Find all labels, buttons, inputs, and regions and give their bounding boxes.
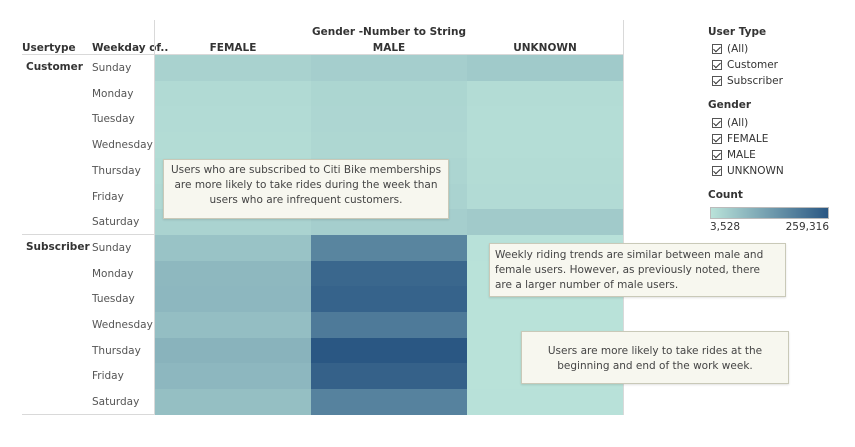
heatmap-cell[interactable] bbox=[467, 55, 623, 82]
weekday-label: Wednesday bbox=[92, 319, 153, 331]
weekday-label: Thursday bbox=[92, 344, 141, 357]
gender-filter-female[interactable]: FEMALE bbox=[712, 133, 768, 145]
gender-filter-male[interactable]: MALE bbox=[712, 149, 756, 161]
heatmap-cell[interactable] bbox=[311, 234, 467, 262]
weekday-label: Sunday bbox=[92, 241, 132, 254]
heatmap-cell[interactable] bbox=[467, 209, 623, 236]
gender-filter-all[interactable]: (All) bbox=[712, 117, 748, 129]
usertype-label-subscriber: Subscriber bbox=[26, 240, 90, 253]
usertype-header: Usertype bbox=[22, 42, 76, 54]
usertype-label-customer: Customer bbox=[26, 61, 83, 73]
heatmap-cell[interactable] bbox=[311, 337, 467, 364]
heatmap-cell[interactable] bbox=[311, 363, 467, 390]
heatmap-cell[interactable] bbox=[311, 312, 467, 339]
weekday-label: Wednesday bbox=[92, 139, 153, 152]
annotation-subscriber-weekday[interactable]: Users who are subscribed to Citi Bike me… bbox=[163, 159, 449, 219]
heatmap-cell[interactable] bbox=[155, 260, 311, 287]
heatmap-cell[interactable] bbox=[311, 80, 467, 107]
column-header-unknown: UNKNOWN bbox=[513, 42, 577, 54]
weekday-label: Monday bbox=[92, 87, 134, 100]
filter-label: UNKNOWN bbox=[727, 165, 784, 177]
weekday-label: Saturday bbox=[92, 396, 140, 409]
heatmap-cell[interactable] bbox=[155, 312, 311, 339]
column-header-female: FEMALE bbox=[209, 42, 257, 54]
count-min-label: 3,528 bbox=[710, 221, 741, 233]
heatmap-cell[interactable] bbox=[467, 106, 623, 133]
weekday-label: Tuesday bbox=[92, 113, 135, 126]
weekday-label: Friday bbox=[92, 190, 124, 203]
checkbox-checked-icon[interactable] bbox=[712, 44, 722, 54]
heatmap-cell[interactable] bbox=[155, 363, 311, 390]
heatmap-cell[interactable] bbox=[467, 132, 623, 159]
filter-label: (All) bbox=[727, 43, 749, 55]
checkbox-checked-icon[interactable] bbox=[712, 76, 722, 86]
heatmap-cell[interactable] bbox=[467, 389, 623, 416]
heatmap-cell[interactable] bbox=[155, 389, 311, 416]
checkbox-checked-icon[interactable] bbox=[712, 134, 722, 144]
annotation-gender-trends[interactable]: Weekly riding trends are similar between… bbox=[489, 243, 786, 297]
table-left-border bbox=[154, 20, 155, 415]
heatmap-cell[interactable] bbox=[467, 157, 623, 185]
heatmap-cell[interactable] bbox=[311, 389, 467, 416]
filter-label: Subscriber bbox=[727, 75, 783, 87]
weekday-label: Saturday bbox=[92, 216, 140, 229]
checkbox-checked-icon[interactable] bbox=[712, 60, 722, 70]
weekday-label: Thursday bbox=[92, 164, 141, 177]
heatmap-cell[interactable] bbox=[467, 80, 623, 107]
heatmap-cell[interactable] bbox=[155, 286, 311, 313]
heatmap-cell[interactable] bbox=[155, 132, 311, 159]
heatmap-cell[interactable] bbox=[155, 80, 311, 107]
count-color-ramp bbox=[710, 207, 829, 219]
heatmap-cell[interactable] bbox=[311, 260, 467, 287]
filter-label: FEMALE bbox=[727, 133, 769, 145]
weekday-label: Friday bbox=[92, 370, 124, 383]
weekday-label: Sunday bbox=[92, 62, 132, 74]
weekday-label: Tuesday bbox=[92, 293, 135, 306]
count-max-label: 259,316 bbox=[785, 221, 829, 233]
heatmap-cell[interactable] bbox=[311, 55, 467, 82]
checkbox-checked-icon[interactable] bbox=[712, 118, 722, 128]
usertype-filter-title: User Type bbox=[708, 26, 767, 38]
usertype-filter-customer[interactable]: Customer bbox=[712, 59, 778, 71]
heatmap-cell[interactable] bbox=[155, 55, 311, 82]
filter-label: (All) bbox=[727, 117, 749, 129]
heatmap-cell[interactable] bbox=[155, 106, 311, 133]
heatmap-cell[interactable] bbox=[155, 234, 311, 262]
heatmap-cell[interactable] bbox=[311, 106, 467, 133]
filter-label: Customer bbox=[727, 59, 779, 71]
filter-label: MALE bbox=[727, 149, 756, 161]
usertype-filter-all[interactable]: (All) bbox=[712, 43, 748, 55]
weekday-header[interactable]: Weekday of.. bbox=[92, 42, 169, 54]
heatmap-cell[interactable] bbox=[311, 286, 467, 313]
count-legend-title: Count bbox=[708, 189, 743, 201]
header-rule bbox=[22, 54, 624, 55]
checkbox-checked-icon[interactable] bbox=[712, 166, 722, 176]
gender-filter-title: Gender bbox=[708, 99, 752, 111]
gender-filter-unknown[interactable]: UNKNOWN bbox=[712, 165, 784, 177]
usertype-filter-subscriber[interactable]: Subscriber bbox=[712, 75, 783, 87]
heatmap-cell[interactable] bbox=[311, 132, 467, 159]
checkbox-checked-icon[interactable] bbox=[712, 150, 722, 160]
heatmap-cell[interactable] bbox=[155, 337, 311, 364]
heatmap-cell[interactable] bbox=[467, 183, 623, 210]
table-right-border bbox=[623, 20, 624, 415]
column-header-male: MALE bbox=[372, 42, 406, 54]
gender-header-title: Gender -Number to String bbox=[312, 26, 466, 38]
annotation-work-week[interactable]: Users are more likely to take rides at t… bbox=[521, 331, 789, 384]
weekday-label: Monday bbox=[92, 267, 134, 280]
